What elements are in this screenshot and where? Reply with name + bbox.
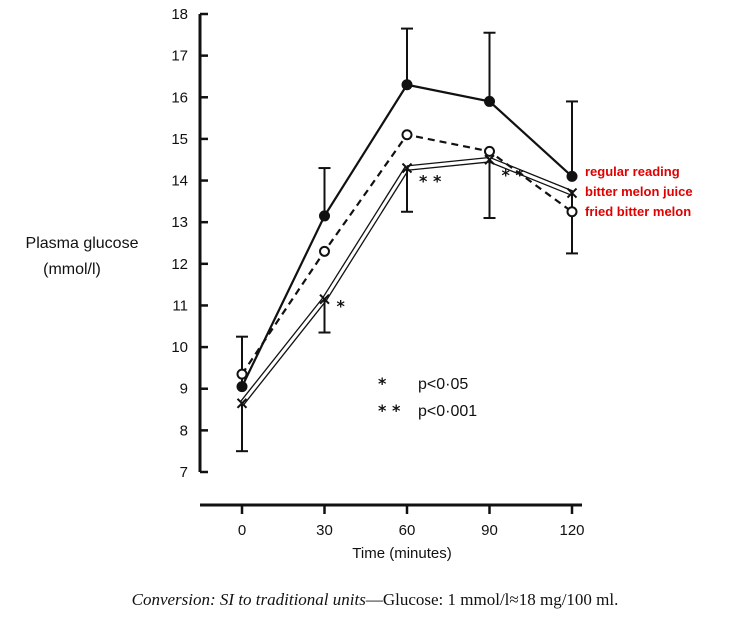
series-line-bitter-melon-juice [406, 156, 490, 167]
caption-italic: Conversion: SI to traditional units [131, 590, 366, 609]
y-tick-label: 17 [171, 48, 188, 65]
marker-open-circle [401, 129, 413, 141]
marker-cross [236, 398, 248, 409]
y-tick-label: 16 [171, 89, 188, 106]
marker-open-circle [484, 145, 495, 157]
x-tick-label: 0 [238, 522, 246, 539]
significance-mark: * * [419, 172, 442, 191]
error-bars [236, 27, 578, 453]
significance-marks: * * * * * [337, 165, 525, 315]
y-tick-label: 7 [180, 464, 188, 481]
series-line-bitter-melon-juice [325, 168, 410, 301]
marker-open-circle [236, 368, 248, 380]
series-markers [236, 79, 578, 409]
significance-mark: * * [502, 165, 525, 184]
y-tick-label: 12 [171, 256, 188, 273]
series-line-bitter-melon-juice [488, 161, 572, 196]
legend-sig-symbol: * * [378, 401, 401, 420]
y-tick-label: 8 [180, 422, 188, 439]
x-tick-label: 90 [481, 522, 498, 539]
y-tick-label: 13 [171, 214, 188, 231]
y-tick-label: 14 [171, 173, 188, 190]
marker-cross [319, 294, 330, 305]
y-axis-label-line2: (mmol/l) [43, 261, 101, 278]
series-label-fried-bitter-melon: fried bitter melon [585, 204, 691, 219]
marker-filled-circle [319, 210, 330, 222]
marker-open-circle [319, 245, 330, 257]
marker-filled-circle [401, 79, 413, 91]
series-line-bitter-melon-juice [239, 297, 324, 403]
significance-mark: * [337, 296, 346, 315]
x-axis-label: Time (minutes) [352, 545, 451, 562]
marker-filled-circle [566, 170, 578, 182]
marker-cross [484, 154, 495, 165]
legend-sig-text: p<0·05 [418, 376, 468, 393]
legend-sig-text: p<0·001 [418, 403, 477, 420]
series-line-bitter-melon-juice [243, 300, 327, 406]
significance-legend: * p<0·05 * * p<0·001 [378, 374, 477, 420]
marker-open-circle [566, 206, 578, 218]
marker-filled-circle [484, 95, 495, 107]
chart: 7 8 9 10 11 12 13 14 15 16 17 18 0 30 60 90 120 Time (min… [26, 6, 693, 562]
x-tick-label: 60 [399, 522, 416, 539]
legend-sig-symbol: * [378, 374, 387, 393]
y-axis-label-line1: Plasma glucose [26, 235, 139, 252]
caption-rest: —Glucose: 1 mmol/l≈18 mg/100 ml. [365, 590, 619, 609]
y-tick-label: 9 [180, 381, 188, 398]
series-line-bitter-melon-juice [490, 157, 574, 192]
series-line-bitter-melon-juice [322, 166, 406, 299]
y-tick-label: 11 [172, 297, 188, 314]
y-tick-label: 10 [171, 339, 188, 356]
marker-cross [401, 162, 413, 174]
series-label-regular-reading: regular reading [585, 164, 680, 179]
axes: 7 8 9 10 11 12 13 14 15 16 17 18 0 30 60 90 120 Time (min… [26, 6, 585, 562]
series-label-bitter-melon-juice: bitter melon juice [585, 184, 693, 199]
marker-filled-circle [236, 381, 248, 393]
x-tick-label: 120 [559, 522, 584, 539]
series-line-bitter-melon-juice [407, 161, 490, 171]
caption: Conversion: SI to traditional units—Gluc… [0, 590, 750, 610]
series-labels: regular reading bitter melon juice fried b… [585, 164, 693, 219]
x-tick-label: 30 [316, 522, 333, 539]
marker-cross [566, 187, 578, 199]
y-tick-label: 15 [171, 131, 188, 148]
y-tick-label: 18 [171, 6, 188, 23]
